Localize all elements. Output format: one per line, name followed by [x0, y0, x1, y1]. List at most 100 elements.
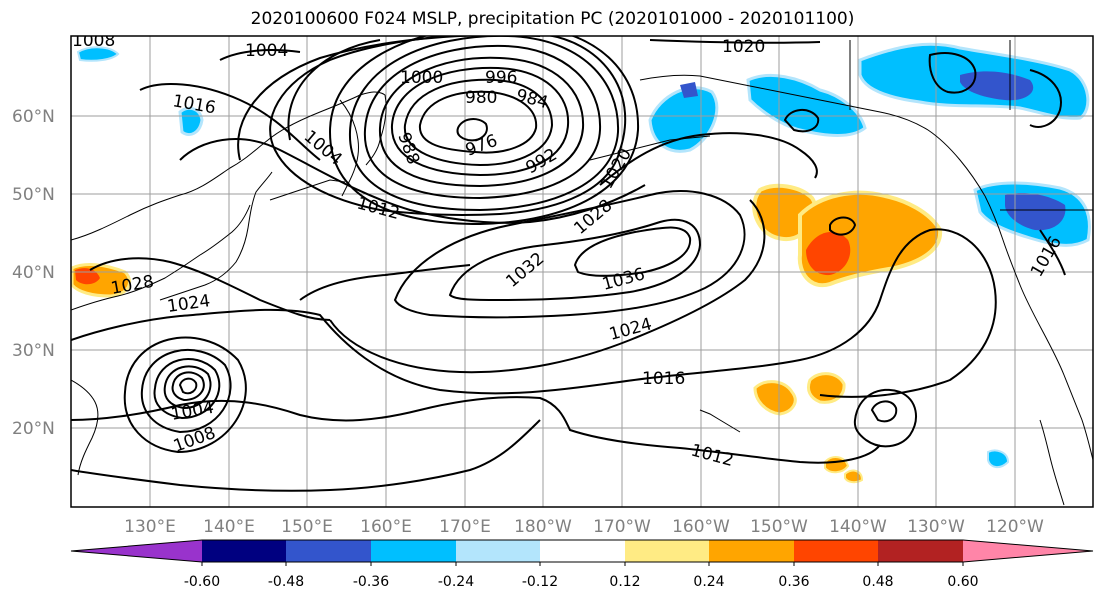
isobar-980	[403, 78, 554, 167]
map-title: 2020100600 F024 MSLP, precipitation PC (…	[250, 9, 855, 29]
map-border	[70, 35, 1094, 508]
longitude-labels: 130°E 140°E 150°E 160°E 170°E 180°W 170°…	[124, 517, 1044, 537]
isobar-label: 1000	[400, 68, 443, 88]
colorbar-segment	[456, 540, 540, 562]
colorbar-tick-label: -0.12	[522, 574, 558, 590]
lat-label: 50°N	[12, 185, 55, 205]
lon-label: 140°W	[829, 517, 887, 537]
isobar-1036	[573, 226, 692, 277]
precip-patch-bering	[746, 73, 867, 137]
colorbar	[70, 539, 1094, 566]
colorbar-tick-label: 0.48	[862, 574, 893, 590]
colorbar-segment	[71, 540, 202, 562]
coast-aleutians	[589, 135, 711, 161]
colorbar-tick-label: -0.24	[438, 574, 474, 590]
lat-label: 20°N	[12, 419, 55, 439]
isobar-1028	[393, 190, 746, 319]
isobar-label: 1016	[642, 369, 685, 389]
colorbar-tick-label: -0.60	[184, 574, 220, 590]
lon-label: 170°W	[593, 517, 651, 537]
mslp-isobars	[71, 36, 1066, 492]
isobar-996	[348, 36, 620, 212]
colorbar-tick-label: 0.12	[609, 574, 640, 590]
isobar-high-loop	[853, 388, 917, 448]
precip-patch-hawaii-ne-2	[844, 469, 864, 484]
isobar-984	[390, 66, 570, 177]
precip-patch-alaska-inner	[680, 82, 698, 98]
isobar-label: 996	[485, 68, 517, 88]
precip-patch-east-pacific-core	[806, 231, 851, 276]
isobar-typhoon-4	[153, 358, 221, 420]
isobar-west	[89, 257, 331, 321]
isobar-976	[418, 90, 538, 154]
isobar-1004-north	[219, 49, 301, 61]
isobar-1012	[179, 138, 646, 224]
colorbar-tick-label: 0.60	[947, 574, 978, 590]
coast-hawaii	[699, 409, 741, 433]
colorbar-tick-label: 0.36	[778, 574, 809, 590]
colorbar-tick-labels: -0.60 -0.48 -0.36 -0.24 -0.12 0.12 0.24 …	[184, 574, 979, 590]
isobar-1004	[269, 36, 627, 216]
isobar-low-center	[456, 118, 488, 142]
isobar-typhoon-3	[163, 365, 212, 410]
lon-label: 170°E	[439, 517, 491, 537]
isobar-alaska-loop	[783, 109, 820, 133]
isobar-typhoon-1	[178, 377, 198, 395]
lon-label: 180°W	[514, 517, 572, 537]
isobar-label: 1020	[722, 37, 765, 57]
isobar-1012-south	[71, 396, 881, 464]
isobar-1020	[599, 39, 821, 186]
colorbar-segment	[794, 540, 878, 562]
lon-label: 120°W	[986, 517, 1044, 537]
lon-label: 130°E	[124, 517, 176, 537]
colorbar-segment	[625, 540, 709, 562]
colorbar-tick-label: 0.24	[693, 574, 724, 590]
colorbar-tick-label: -0.36	[353, 574, 389, 590]
lat-label: 60°N	[12, 107, 55, 127]
latitude-labels: 60°N 50°N 40°N 30°N 20°N	[12, 107, 55, 439]
isobar-992	[363, 44, 602, 200]
colorbar-segment	[878, 540, 963, 562]
precip-patch-baja	[987, 449, 1010, 468]
colorbar-segment	[286, 540, 371, 562]
lon-label: 140°E	[203, 517, 255, 537]
isobar-typhoon-2	[171, 371, 205, 402]
isobar-gulf-loop	[829, 216, 857, 236]
precip-patch-west-pacific	[178, 106, 204, 136]
precip-patch-subtropical-2	[806, 372, 846, 404]
coast-canada-interior	[849, 40, 1093, 211]
isobar-1008-south	[71, 419, 541, 492]
coast-baja	[1039, 419, 1065, 506]
isobar-label: 1004	[245, 41, 288, 61]
graticule	[71, 36, 1093, 507]
isobar-1016-north	[139, 83, 321, 161]
lon-label: 130°W	[907, 517, 965, 537]
isobar-1024	[299, 199, 766, 374]
isobar-label: 980	[465, 88, 497, 108]
colorbar-segment	[963, 540, 1093, 562]
isobar-typhoon-6	[123, 336, 247, 454]
precip-patch-top-left	[76, 46, 120, 62]
colorbar-segment	[709, 540, 794, 562]
isobar-1032	[448, 218, 702, 302]
coast-japan	[159, 171, 273, 301]
lon-label: 160°W	[672, 517, 730, 537]
precip-negative-patches	[76, 42, 1091, 468]
lon-label: 160°E	[360, 517, 412, 537]
isobar-label: 1008	[72, 31, 115, 51]
colorbar-segment	[371, 540, 456, 562]
colorbar-segment	[540, 540, 625, 562]
isobar-typhoon-5	[140, 349, 232, 434]
isobar-1008	[237, 36, 540, 161]
lat-label: 30°N	[12, 341, 55, 361]
coast-north-america	[984, 195, 1093, 461]
isobar-canada	[928, 52, 1062, 128]
precip-patch-pnw-inner	[1005, 193, 1066, 231]
precip-patch-hawaii-ne	[824, 456, 850, 474]
isobar-high-small	[870, 400, 898, 423]
colorbar-segment	[202, 540, 286, 562]
lon-label: 150°E	[281, 517, 333, 537]
isobar-988	[378, 56, 585, 188]
colorbar-tick-label: -0.48	[268, 574, 304, 590]
